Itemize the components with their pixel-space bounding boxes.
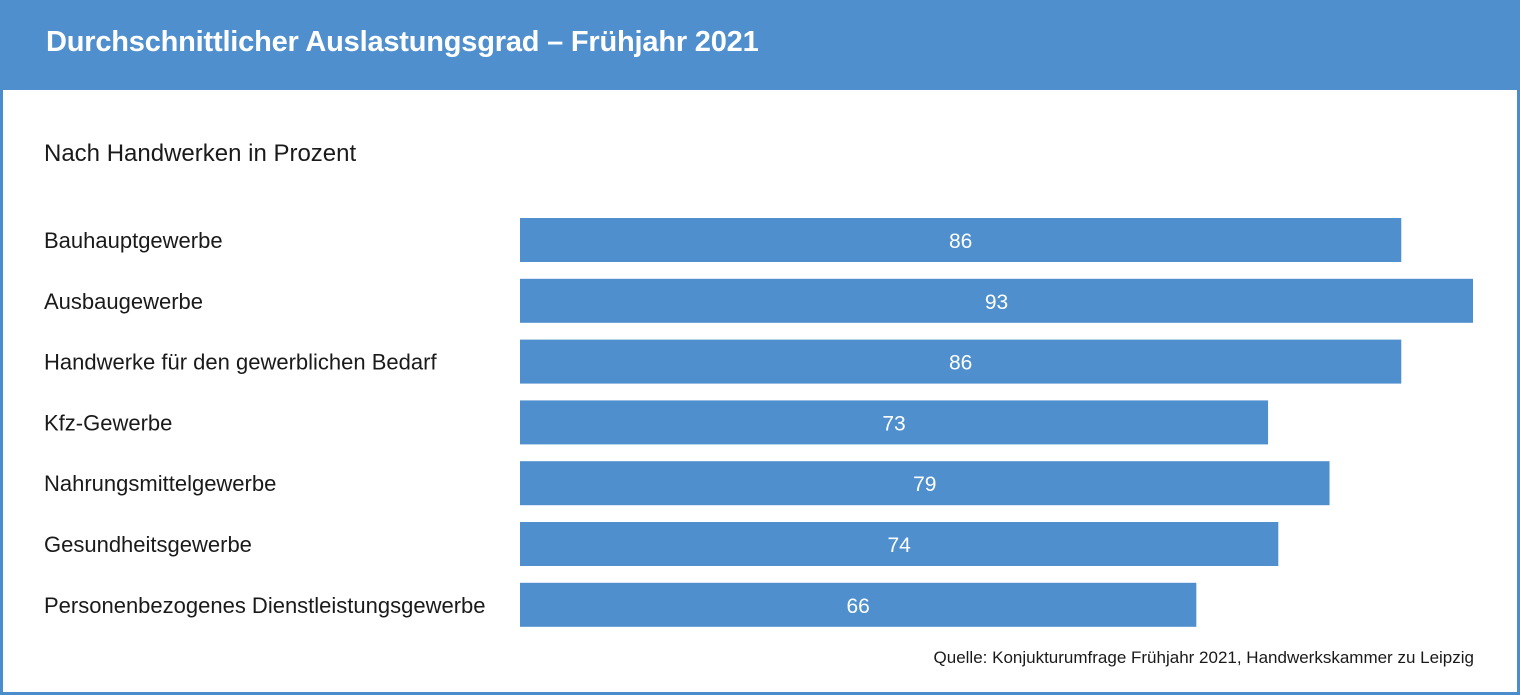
bar bbox=[520, 400, 1269, 445]
data-label: 79 bbox=[913, 473, 936, 496]
chart-header: Durchschnittlicher Auslastungsgrad – Frü… bbox=[0, 0, 1520, 90]
data-label: 66 bbox=[846, 595, 869, 618]
category-label: Handwerke für den gewerblichen Bedarf bbox=[44, 350, 437, 375]
bar bbox=[520, 582, 1197, 627]
category-label: Kfz-Gewerbe bbox=[44, 410, 172, 435]
bar bbox=[520, 461, 1330, 506]
category-label: Personenbezogenes Dienstleistungsgewerbe bbox=[44, 593, 486, 618]
chart-title: Durchschnittlicher Auslastungsgrad – Frü… bbox=[46, 26, 759, 58]
bar bbox=[520, 522, 1279, 566]
bar bbox=[520, 218, 1402, 262]
data-label: 86 bbox=[949, 230, 972, 253]
chart-subtitle: Nach Handwerken in Prozent bbox=[44, 140, 357, 167]
bar bbox=[520, 339, 1402, 384]
data-label: 73 bbox=[882, 412, 905, 435]
data-label: 86 bbox=[949, 352, 972, 375]
source-note: Quelle: Konjukturumfrage Frühjahr 2021, … bbox=[933, 648, 1474, 667]
category-label: Bauhauptgewerbe bbox=[44, 228, 223, 253]
category-label: Ausbaugewerbe bbox=[44, 289, 203, 314]
category-label: Nahrungsmittelgewerbe bbox=[44, 471, 276, 496]
category-label: Gesundheitsgewerbe bbox=[44, 532, 252, 557]
data-label: 93 bbox=[985, 291, 1008, 314]
bar bbox=[520, 278, 1473, 323]
data-label: 74 bbox=[887, 534, 911, 557]
